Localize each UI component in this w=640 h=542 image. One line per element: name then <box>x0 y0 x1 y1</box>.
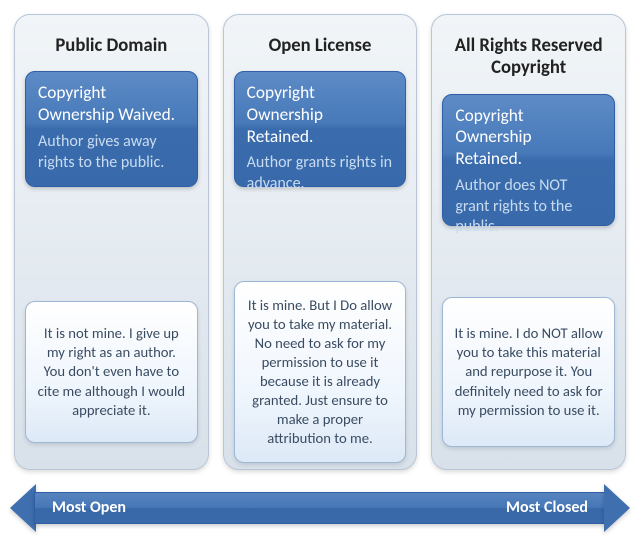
ownership-box: Copyright Ownership Retained. Author gra… <box>234 71 407 187</box>
ownership-heading: Copyright Ownership Waived. <box>38 82 185 125</box>
columns-row: Public Domain Copyright Ownership Waived… <box>0 0 640 470</box>
column-title: All Rights Reserved Copyright <box>446 35 611 80</box>
spectrum-left-label: Most Open <box>52 492 126 524</box>
column-open-license: Open License Copyright Ownership Retaine… <box>223 14 418 470</box>
quote-box: It is not mine. I give up my right as an… <box>25 301 198 443</box>
ownership-sub: Author does NOT grant rights to the publ… <box>455 176 602 238</box>
arrow-left-head-icon <box>10 484 36 532</box>
ownership-box: Copyright Ownership Waived. Author gives… <box>25 71 198 187</box>
ownership-heading: Copyright Ownership Retained. <box>455 105 602 170</box>
arrow-right-head-icon <box>604 484 630 532</box>
column-title: Open License <box>238 35 403 57</box>
quote-box: It is mine. But I Do allow you to take m… <box>234 281 407 463</box>
column-public-domain: Public Domain Copyright Ownership Waived… <box>14 14 209 470</box>
quote-box: It is mine. I do NOT allow you to take t… <box>442 297 615 447</box>
spectrum-arrow: Most Open Most Closed <box>10 484 630 532</box>
ownership-heading: Copyright Ownership Retained. <box>247 82 394 147</box>
column-title: Public Domain <box>29 35 194 57</box>
ownership-sub: Author gives away rights to the public. <box>38 132 185 174</box>
spectrum-right-label: Most Closed <box>506 492 588 524</box>
ownership-sub: Author grants rights in advance. <box>247 153 394 195</box>
column-all-rights-reserved: All Rights Reserved Copyright Copyright … <box>431 14 626 470</box>
infographic-root: Public Domain Copyright Ownership Waived… <box>0 0 640 542</box>
ownership-box: Copyright Ownership Retained. Author doe… <box>442 94 615 226</box>
